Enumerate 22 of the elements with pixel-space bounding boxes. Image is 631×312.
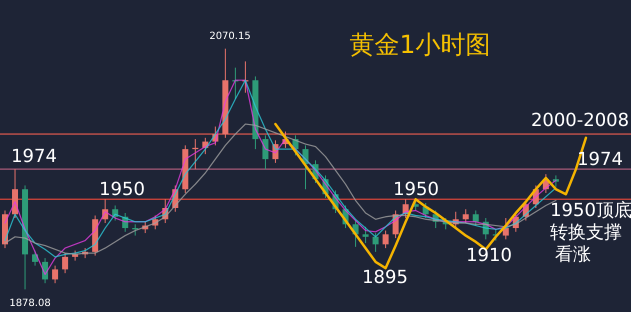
candlestick — [52, 265, 58, 284]
candlestick — [472, 210, 479, 226]
candlestick — [362, 226, 369, 244]
candlestick — [382, 230, 389, 249]
annotation: 1950 — [393, 179, 439, 200]
annotation: 1950顶底 — [550, 200, 631, 221]
annotation: 1878.08 — [9, 298, 51, 309]
annotation: 1950 — [99, 179, 145, 200]
candlestick — [372, 232, 379, 252]
annotation: 1895 — [362, 267, 408, 288]
candlestick — [62, 252, 68, 274]
annotation: 1910 — [466, 245, 512, 266]
annotation: 转换支撑 — [550, 222, 622, 243]
annotation: 1974 — [577, 149, 623, 170]
annotation: 2000-2008 — [530, 110, 630, 131]
annotation: 1974 — [11, 146, 57, 167]
candlestick — [132, 224, 138, 236]
candlestick — [262, 134, 268, 170]
annotation: 2070.15 — [209, 31, 251, 42]
annotation: 看涨 — [555, 244, 591, 265]
candlestick — [462, 208, 469, 224]
text: 黄金1小时图 — [350, 30, 490, 59]
